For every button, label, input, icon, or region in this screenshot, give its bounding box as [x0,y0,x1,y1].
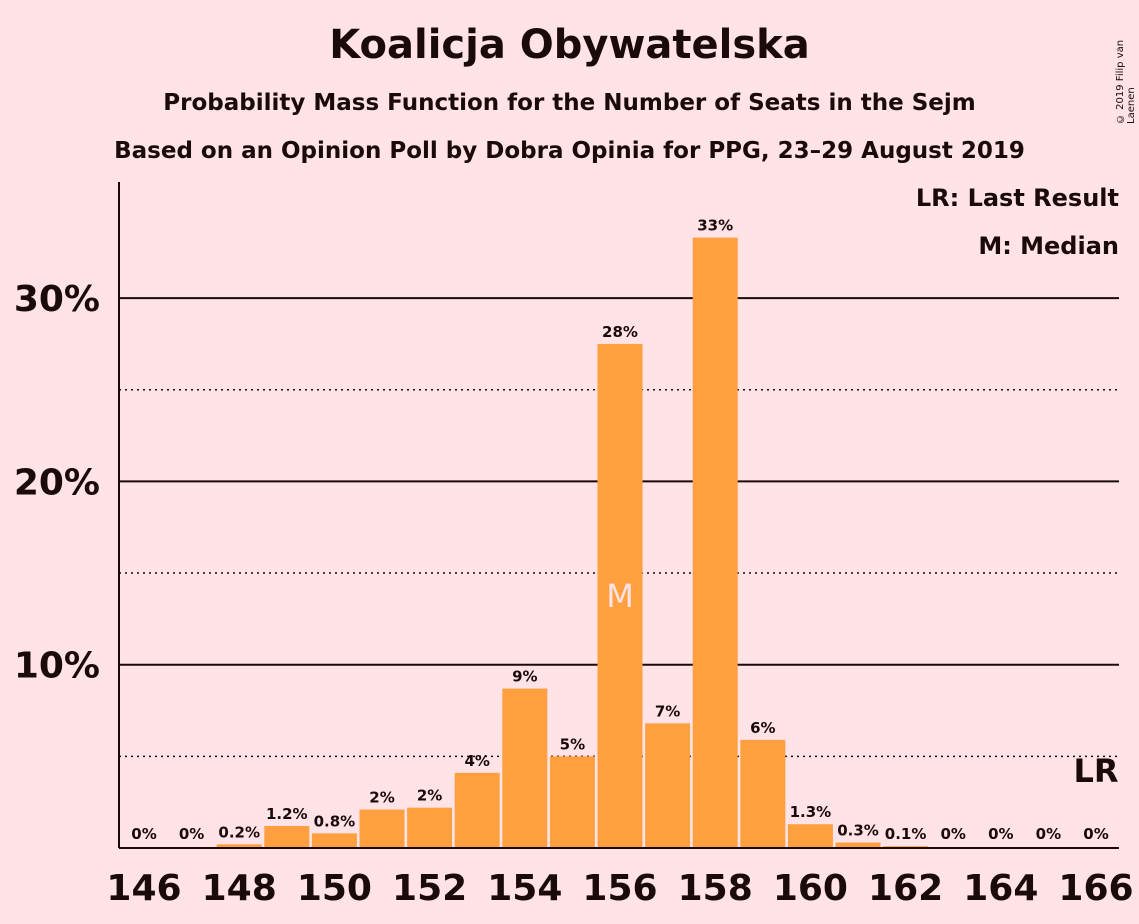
x-tick-label: 156 [582,868,657,909]
bar [692,237,738,849]
bar [835,842,881,848]
data-label: 9% [512,668,537,686]
x-tick-label: 166 [1058,868,1133,909]
data-label: 2% [417,787,442,805]
bar [645,723,691,848]
x-tick-label: 152 [392,868,467,909]
chart-subtitle: Probability Mass Function for the Number… [163,90,976,116]
data-label: 0.3% [837,822,879,840]
data-label: 0.8% [314,812,356,830]
median-marker: M [606,577,634,615]
data-label: 0% [1036,825,1061,843]
bar [359,809,405,848]
bar [454,772,500,848]
x-tick-label: 150 [297,868,372,909]
x-tick-label: 162 [868,868,943,909]
data-label: 5% [560,735,585,753]
data-label: 6% [750,719,775,737]
last-result-marker: LR [1073,752,1118,790]
x-tick-label: 146 [106,868,181,909]
data-label: 1.3% [790,803,832,821]
bar [502,688,548,848]
data-label: 1.2% [266,805,308,823]
y-tick-label: 10% [14,646,100,687]
y-tick-label: 20% [14,462,100,503]
x-tick-label: 160 [773,868,848,909]
chart-source-line: Based on an Opinion Poll by Dobra Opinia… [114,138,1025,164]
bar [264,826,310,848]
data-label: 0% [179,825,204,843]
data-label: 33% [697,217,733,235]
x-tick-label: 154 [487,868,562,909]
bar [549,756,595,848]
bar [597,343,643,848]
data-label: 2% [369,789,394,807]
data-label: 4% [464,752,489,770]
x-tick-label: 158 [678,868,753,909]
data-label: 0% [988,825,1013,843]
x-tick-label: 164 [963,868,1038,909]
data-label: 0% [940,825,965,843]
chart-title: Koalicja Obywatelska [329,22,810,68]
y-tick-label: 30% [14,279,100,320]
bar [216,844,262,848]
bar [407,807,453,848]
bar [787,824,833,848]
bar [311,833,357,848]
legend-median: M: Median [978,232,1119,260]
data-label: 0% [131,825,156,843]
data-label: 0.1% [885,825,927,843]
x-tick-label: 148 [202,868,277,909]
data-label: 0.2% [218,823,260,841]
legend-last-result: LR: Last Result [915,184,1119,212]
data-label: 28% [602,323,638,341]
data-label: 0% [1083,825,1108,843]
data-label: 7% [655,702,680,720]
bar [740,739,786,848]
